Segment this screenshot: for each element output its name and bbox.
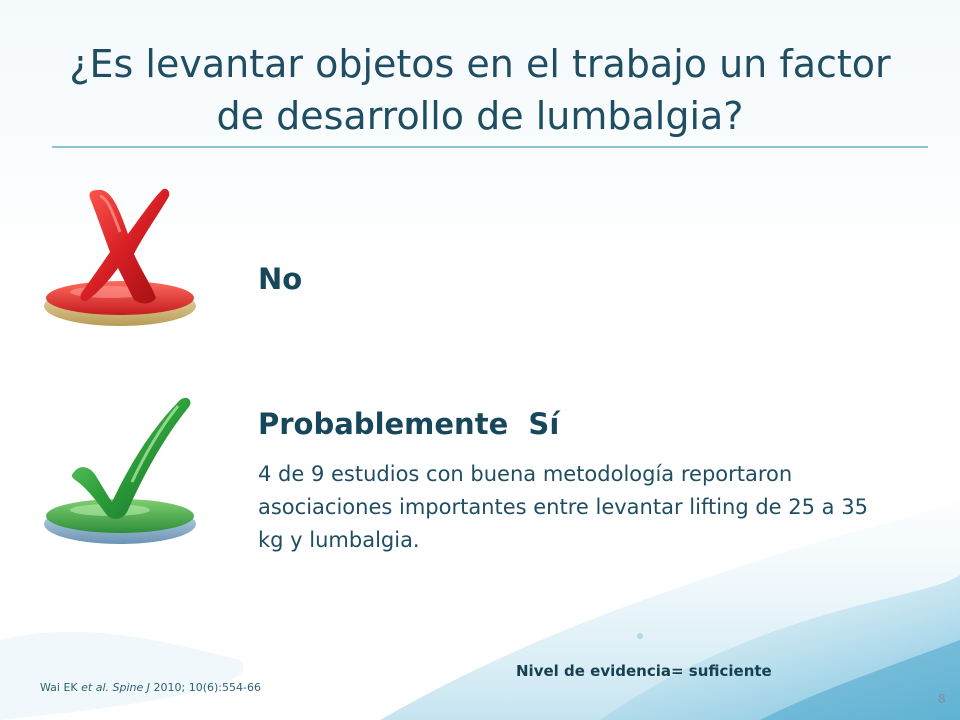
answer-probably-yes: Probablemente Sí: [258, 407, 560, 441]
citation-journal: Spine J: [112, 681, 151, 694]
green-check-icon: [44, 397, 196, 544]
answer-no: No: [258, 262, 303, 296]
slide-number: 8: [938, 692, 946, 706]
citation: Wai EK et al. Spine J 2010; 10(6):554-66: [40, 681, 261, 694]
title-divider: [52, 146, 928, 148]
slide-title: ¿Es levantar objetos en el trabajo un fa…: [69, 42, 891, 138]
citation-details: 2010; 10(6):554-66: [153, 681, 261, 694]
red-x-icon: [44, 188, 196, 326]
citation-authors: Wai EK: [40, 681, 78, 694]
evidence-level: Nivel de evidencia= suficiente: [516, 662, 772, 680]
citation-et-al: et al.: [81, 681, 110, 694]
answer-detail: 4 de 9 estudios con buena metodología re…: [258, 462, 868, 552]
